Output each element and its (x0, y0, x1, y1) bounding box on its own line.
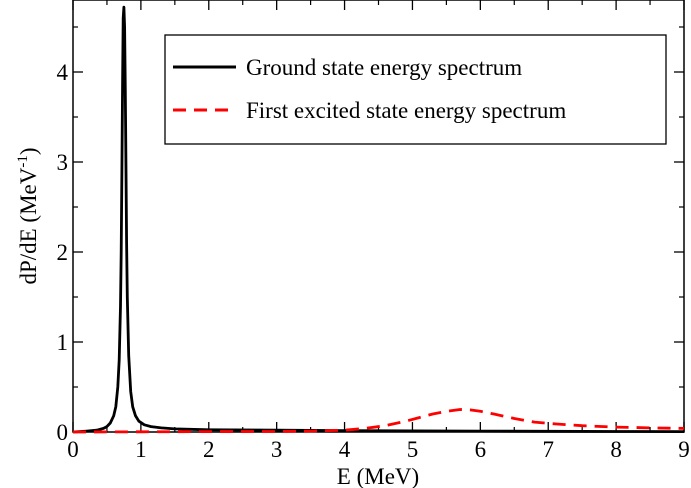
y-tick-label: 3 (57, 150, 69, 175)
x-tick-label: 5 (407, 437, 419, 462)
y-axis-title-exponent: -1 (15, 155, 31, 168)
x-tick-label: 8 (610, 437, 622, 462)
x-axis-title: E (MeV) (337, 464, 419, 488)
x-tick-label: 6 (475, 437, 487, 462)
x-tick-label: 1 (135, 437, 147, 462)
y-tick-label: 0 (57, 420, 69, 445)
x-tick-label: 0 (67, 437, 79, 462)
x-tick-label: 4 (339, 437, 351, 462)
x-tick-label: 3 (271, 437, 283, 462)
x-tick-label: 7 (542, 437, 554, 462)
y-axis-title-close: ) (16, 147, 41, 155)
y-axis-title-group: dP/dE (MeV-1) (15, 147, 41, 284)
series-lines (72, 5, 685, 434)
excited-state-line (72, 408, 685, 434)
legend-label-ground: Ground state energy spectrum (246, 55, 522, 80)
x-tick-label: 2 (203, 437, 215, 462)
y-tick-label: 4 (57, 60, 69, 85)
y-axis-title: dP/dE (MeV-1) (15, 147, 41, 284)
x-tick-label: 9 (678, 437, 690, 462)
y-axis-title-main: dP/dE (MeV (16, 167, 41, 284)
legend-label-excited: First excited state energy spectrum (246, 98, 566, 123)
y-tick-label: 1 (57, 330, 69, 355)
tick-labels: 0 1 2 3 4 5 6 7 8 9 0 1 2 3 4 (57, 60, 690, 462)
legend: Ground state energy spectrum First excit… (164, 34, 667, 145)
legend-box (164, 34, 667, 145)
y-tick-label: 2 (57, 240, 69, 265)
